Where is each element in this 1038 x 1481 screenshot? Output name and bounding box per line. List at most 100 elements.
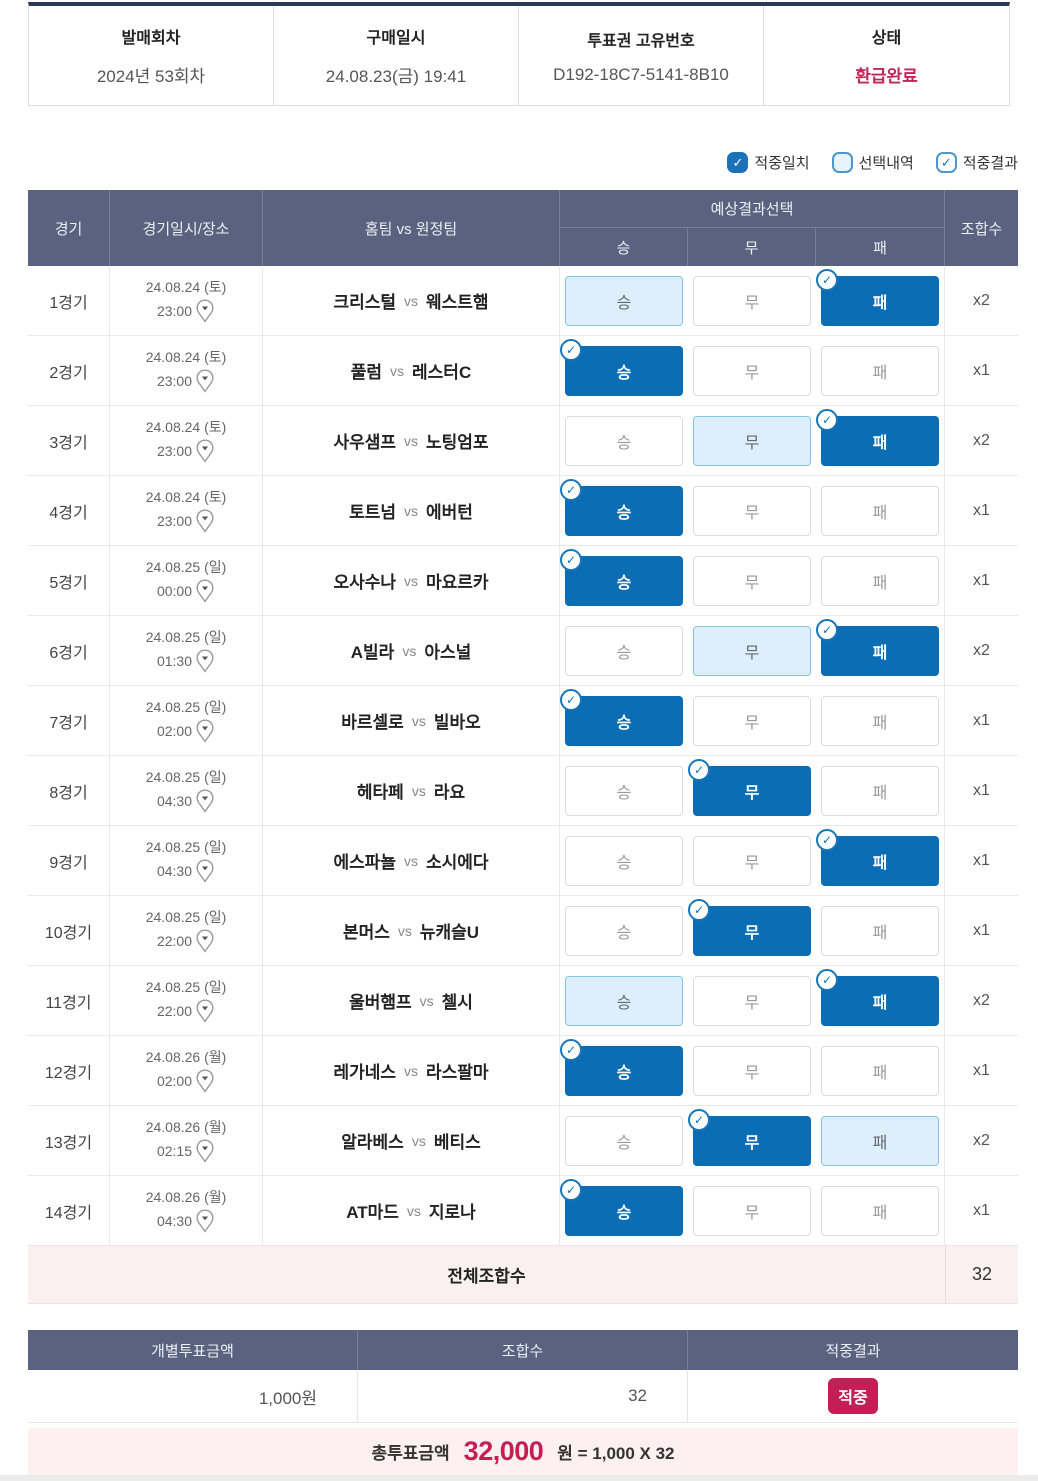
away-team: 뉴캐슬U (419, 923, 480, 942)
header-draw: 무 (688, 228, 816, 266)
game-date: 24.08.25 (일) (145, 559, 227, 575)
away-team: 첼시 (441, 993, 473, 1012)
pick-draw-button[interactable]: 무 (693, 415, 811, 466)
vs-label: vs (404, 572, 418, 589)
table-row: 12경기 24.08.26 (월) 02:00 레가네스 vs 라스팔마 승 ✓ (28, 1036, 1018, 1106)
pick-lose-button[interactable]: 패 ✓ (816, 828, 939, 886)
table-row: 7경기 24.08.25 (일) 02:00 바르셀로 vs 빌바오 승 ✓ (28, 686, 1018, 756)
pick-win-button[interactable]: 승 ✓ (560, 478, 683, 536)
location-pin-icon[interactable] (195, 578, 215, 604)
pick-win-button[interactable]: 승 ✓ (560, 338, 683, 396)
game-number: 14경기 (28, 1176, 110, 1245)
game-time: 02:00 (156, 1073, 193, 1089)
hit-badge-icon: ✓ (816, 968, 838, 991)
pick-win-button[interactable]: 승 ✓ (560, 548, 683, 606)
pick-lose-button[interactable]: 패 (821, 1045, 939, 1096)
grand-total-bar: 총투표금액 32,000 원 = 1,000 X 32 (28, 1428, 1018, 1475)
pick-draw-button[interactable]: 무 (693, 555, 811, 606)
pick-draw-button[interactable]: 무 (693, 345, 811, 396)
pick-win-button[interactable]: 승 (565, 905, 683, 956)
game-number: 7경기 (28, 686, 110, 755)
game-datetime: 24.08.25 (일) 02:00 (110, 686, 263, 755)
game-number: 12경기 (28, 1036, 110, 1105)
hit-badge-icon: ✓ (816, 408, 838, 431)
pick-draw-button[interactable]: 무 (693, 275, 811, 326)
pick-draw-button[interactable]: 무 (693, 625, 811, 676)
pick-lose-button[interactable]: 패 (821, 1115, 939, 1166)
info-purchase-date-value: 24.08.23(금) 19:41 (325, 67, 467, 86)
pick-draw-label: 무 (744, 1134, 760, 1152)
location-pin-icon[interactable] (195, 1208, 215, 1234)
pick-draw-button[interactable]: 무 ✓ (688, 758, 811, 816)
game-datetime: 24.08.25 (일) 00:00 (110, 546, 263, 615)
match-teams: 바르셀로 vs 빌바오 (263, 686, 560, 755)
home-team: 오사수나 (333, 573, 396, 592)
pick-lose-button[interactable]: 패 (821, 345, 939, 396)
pick-lose-button[interactable]: 패 (821, 485, 939, 536)
pick-win-label: 승 (616, 364, 632, 382)
filled-check-icon: ✓ (727, 152, 749, 173)
pick-win-label: 승 (616, 574, 632, 592)
game-time: 02:00 (156, 723, 193, 739)
pick-win-button[interactable]: 승 (565, 975, 683, 1026)
pick-draw-label: 무 (744, 924, 760, 942)
pick-win-button[interactable]: 승 (565, 835, 683, 886)
pick-draw-button[interactable]: 무 (693, 1185, 811, 1236)
pick-draw-button[interactable]: 무 ✓ (688, 1108, 811, 1166)
game-date: 24.08.25 (일) (145, 909, 227, 925)
header-pick-group: 예상결과선택 (560, 190, 945, 228)
location-pin-icon[interactable] (195, 368, 215, 394)
pick-lose-button[interactable]: 패 (821, 555, 939, 606)
row-combo-count: x1 (973, 1061, 990, 1079)
location-pin-icon[interactable] (195, 438, 215, 464)
summary-body: 1,000원 32 적중 (28, 1370, 1018, 1423)
pick-lose-button[interactable]: 패 (821, 1185, 939, 1236)
pick-win-button[interactable]: 승 ✓ (560, 1178, 683, 1236)
location-pin-icon[interactable] (195, 788, 215, 814)
away-team: 노팅엄포 (426, 433, 489, 452)
table-row: 5경기 24.08.25 (일) 00:00 오사수나 vs 마요르카 승 ✓ (28, 546, 1018, 616)
pick-draw-button[interactable]: 무 ✓ (688, 898, 811, 956)
pick-lose-button[interactable]: 패 (821, 765, 939, 816)
pick-lose-label: 패 (872, 924, 888, 942)
location-pin-icon[interactable] (195, 928, 215, 954)
pick-lose-button[interactable]: 패 ✓ (816, 408, 939, 466)
match-teams: 울버햄프 vs 첼시 (263, 966, 560, 1035)
location-pin-icon[interactable] (195, 998, 215, 1024)
pick-win-button[interactable]: 승 ✓ (560, 1038, 683, 1096)
grand-total-label: 총투표금액 (371, 1444, 450, 1463)
summary-header-result: 적중결과 (825, 1342, 881, 1360)
table-row: 3경기 24.08.24 (토) 23:00 사우샘프 vs 노팅엄포 승 (28, 406, 1018, 476)
location-pin-icon[interactable] (195, 858, 215, 884)
pick-lose-button[interactable]: 패 ✓ (816, 968, 939, 1026)
pick-win-button[interactable]: 승 (565, 1115, 683, 1166)
away-team: 아스널 (424, 643, 472, 662)
pick-win-button[interactable]: 승 (565, 415, 683, 466)
location-pin-icon[interactable] (195, 1068, 215, 1094)
location-pin-icon[interactable] (195, 718, 215, 744)
home-team: AT마드 (346, 1203, 399, 1222)
pick-win-button[interactable]: 승 ✓ (560, 688, 683, 746)
location-pin-icon[interactable] (195, 648, 215, 674)
pick-draw-button[interactable]: 무 (693, 975, 811, 1026)
pick-lose-button[interactable]: 패 ✓ (816, 268, 939, 326)
pick-lose-button[interactable]: 패 (821, 905, 939, 956)
pick-lose-button[interactable]: 패 (821, 695, 939, 746)
location-pin-icon[interactable] (195, 1138, 215, 1164)
pick-draw-button[interactable]: 무 (693, 835, 811, 886)
pick-lose-button[interactable]: 패 ✓ (816, 618, 939, 676)
pick-win-button[interactable]: 승 (565, 275, 683, 326)
table-row: 1경기 24.08.24 (토) 23:00 크리스털 vs 웨스트햄 승 (28, 266, 1018, 336)
pick-draw-button[interactable]: 무 (693, 695, 811, 746)
game-datetime: 24.08.26 (월) 04:30 (110, 1176, 263, 1245)
pick-win-button[interactable]: 승 (565, 765, 683, 816)
pick-draw-button[interactable]: 무 (693, 1045, 811, 1096)
location-pin-icon[interactable] (195, 298, 215, 324)
pick-win-button[interactable]: 승 (565, 625, 683, 676)
games-table-header: 경기 경기일시/장소 홈팀 vs 원정팀 예상결과선택 조합수 승 무 패 (28, 190, 1018, 266)
pick-draw-button[interactable]: 무 (693, 485, 811, 536)
ticket-info-table: 발매회차 2024년 53회차 구매일시 24.08.23(금) 19:41 투… (28, 2, 1010, 106)
header-game: 경기 (28, 190, 110, 266)
location-pin-icon[interactable] (195, 508, 215, 534)
game-number: 3경기 (28, 406, 110, 475)
